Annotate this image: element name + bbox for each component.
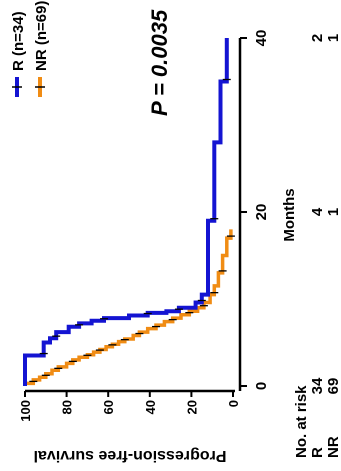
y-tick-label: 60 bbox=[101, 400, 116, 414]
y-ticks: 100 80 60 40 20 0 bbox=[18, 391, 241, 422]
y-tick-label: 20 bbox=[184, 400, 199, 414]
legend: R (n=34) NR (n=69) bbox=[10, 1, 50, 97]
risk-value: 1 bbox=[325, 208, 341, 216]
legend-label-nr: NR (n=69) bbox=[33, 1, 50, 71]
series-line-nr bbox=[23, 229, 233, 386]
x-tick-label: 20 bbox=[253, 204, 270, 221]
series-group bbox=[23, 38, 235, 386]
y-tick-label: 100 bbox=[18, 400, 33, 422]
risk-value: 69 bbox=[325, 378, 341, 395]
risk-table-title: No. at risk bbox=[293, 385, 310, 458]
y-axis-label: Progression-free survival bbox=[34, 447, 227, 464]
x-tick-label: 0 bbox=[253, 382, 270, 390]
risk-table: No. at risk R NR 34 4 2 69 1 1 bbox=[293, 34, 341, 458]
x-axis-label: Months bbox=[281, 188, 298, 241]
risk-row-label-nr: NR bbox=[325, 436, 341, 458]
x-ticks: 0 20 40 bbox=[240, 30, 270, 390]
rotated-plot-group: 100 80 60 40 20 0 0 20 40 Progression-free surv… bbox=[10, 1, 341, 464]
x-tick-label: 40 bbox=[253, 30, 270, 47]
series-line-r bbox=[23, 38, 229, 386]
risk-values: 34 4 2 69 1 1 bbox=[309, 34, 341, 395]
p-value-annotation: P = 0.0035 bbox=[147, 9, 172, 116]
legend-label-r: R (n=34) bbox=[10, 11, 27, 71]
risk-value: 2 bbox=[309, 34, 326, 42]
risk-value: 34 bbox=[309, 377, 326, 394]
y-tick-label: 0 bbox=[226, 400, 241, 407]
risk-value: 1 bbox=[325, 34, 341, 42]
y-tick-label: 80 bbox=[60, 400, 75, 414]
risk-row-label-r: R bbox=[309, 447, 326, 458]
risk-value: 4 bbox=[309, 207, 326, 216]
y-tick-label: 40 bbox=[143, 400, 158, 414]
